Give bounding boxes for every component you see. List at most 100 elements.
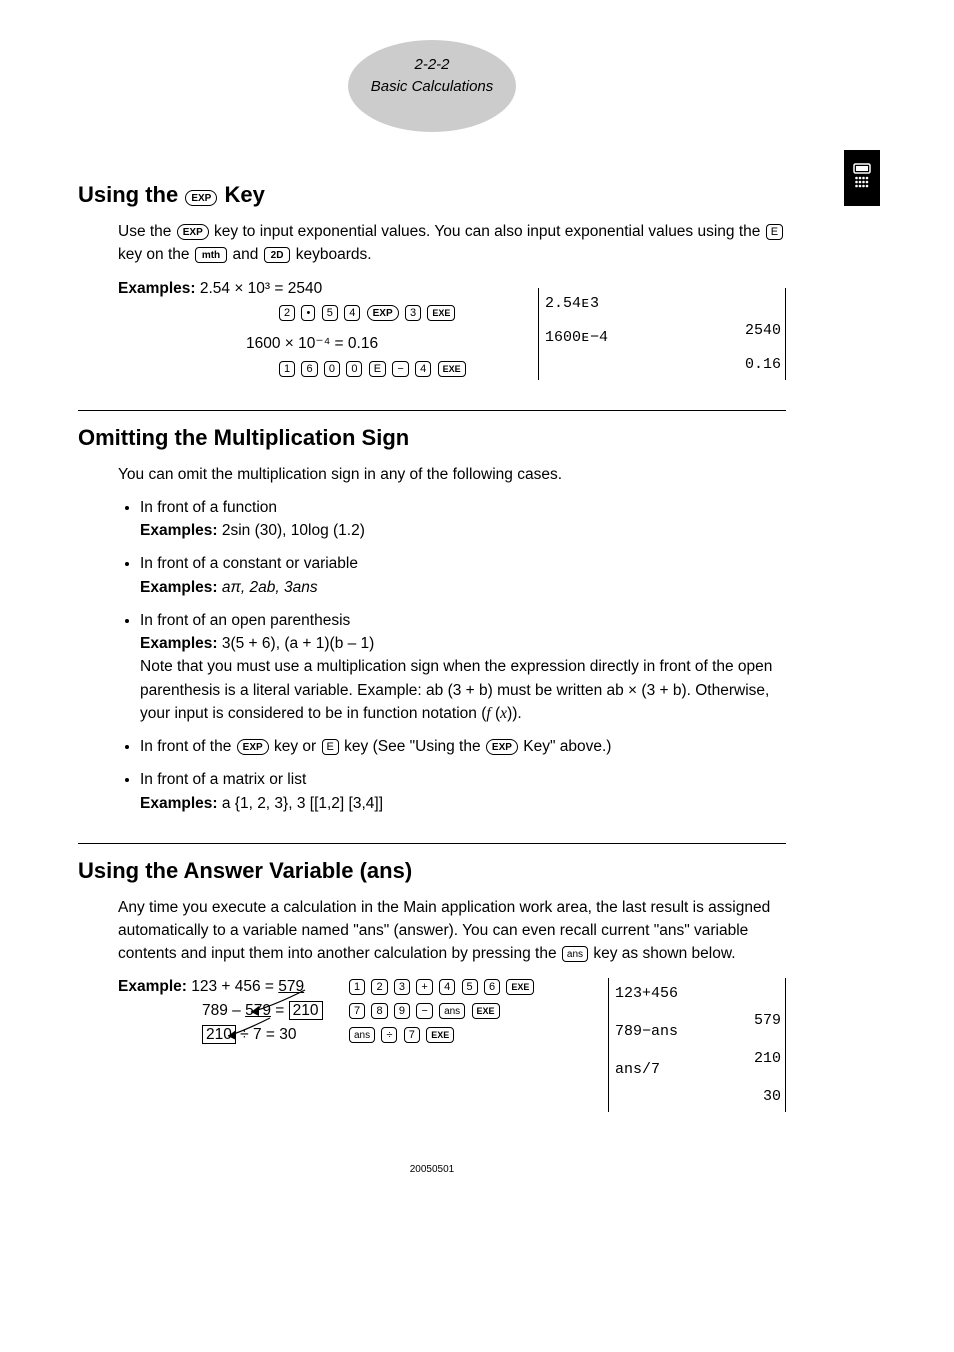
r2-keys: 7 8 9 − ans EXE: [348, 1002, 548, 1020]
b2-ex: aπ, 2ab, 3ans: [218, 579, 318, 596]
b4-d: Key" above.): [519, 738, 612, 755]
s3-ib: key as shown below.: [589, 945, 735, 962]
disp-r1: 2540: [745, 317, 781, 344]
key-1: 1: [279, 361, 295, 377]
key-6: 6: [301, 361, 317, 377]
section-name: Basic Calculations: [348, 76, 516, 98]
bullet-function: In front of a function Examples: 2sin (3…: [140, 496, 786, 543]
s3-calc-display: 123+456 579 789−ans 210 ans/7 30: [608, 978, 786, 1112]
b2-exl: Examples:: [140, 579, 218, 596]
key-5: 5: [462, 979, 478, 995]
exp-key-icon: EXP: [367, 305, 399, 321]
key-2: 2: [371, 979, 387, 995]
key-0: 0: [346, 361, 362, 377]
minus-key-icon: −: [416, 1003, 432, 1019]
r3-keys: ans ÷ 7 EXE: [348, 1026, 548, 1044]
header-bubble: 2-2-2 Basic Calculations: [348, 40, 516, 132]
twod-key-icon: 2D: [264, 247, 291, 263]
b3-ex: 3(5 + 6), (a + 1)(b – 1): [218, 635, 375, 652]
key-2: 2: [279, 305, 295, 321]
b3-note: Note that you must use a multiplication …: [140, 658, 772, 722]
key-4: 4: [344, 305, 360, 321]
s1-calc-display: 2.54ᴇ3 2540 1600ᴇ−4 0.16: [538, 288, 786, 380]
ans-key-icon: ans: [349, 1027, 375, 1043]
example-label: Example:: [118, 978, 187, 995]
d3-l2: 789−ans: [613, 1018, 678, 1045]
d3-r3: 30: [763, 1083, 781, 1110]
exp-key-icon: EXP: [185, 190, 217, 206]
exe-key-icon: EXE: [427, 305, 455, 321]
ans-key-icon: ans: [439, 1003, 465, 1019]
s1-ic: key on the: [118, 246, 194, 263]
mth-key-icon: mth: [195, 247, 227, 263]
b5-ex: a {1, 2, 3}, 3 [[1,2] [3,4]]: [218, 795, 383, 812]
r1-keys: 1 2 3 + 4 5 6 EXE: [348, 978, 548, 996]
key-4: 4: [415, 361, 431, 377]
d3-r2: 210: [754, 1045, 781, 1072]
key-7: 7: [404, 1027, 420, 1043]
r1-rhs: 579: [278, 978, 304, 995]
key-0: 0: [324, 361, 340, 377]
section1-intro: Use the EXP key to input exponential val…: [118, 220, 786, 267]
r3-b: ÷ 7 = 30: [236, 1026, 297, 1043]
exp-key-icon: EXP: [486, 739, 518, 755]
section1-title: Using the EXP Key: [78, 182, 786, 208]
disp-l2: 1600ᴇ−4: [543, 324, 608, 351]
s1-title-post: Key: [218, 182, 264, 207]
key-7: 7: [349, 1003, 365, 1019]
section2-intro: You can omit the multiplication sign in …: [118, 463, 786, 486]
exe-key-icon: EXE: [426, 1027, 454, 1043]
bullet-constant: In front of a constant or variable Examp…: [140, 552, 786, 599]
d3-r1: 579: [754, 1007, 781, 1034]
divider: [78, 410, 786, 411]
side-tab-icon: [844, 150, 880, 206]
disp-l1: 2.54ᴇ3: [543, 290, 599, 317]
e-key-icon: E: [766, 224, 783, 240]
page-ref: 2-2-2: [348, 54, 516, 76]
key-3: 3: [394, 979, 410, 995]
plus-key-icon: +: [416, 979, 432, 995]
d3-l3: ans/7: [613, 1056, 660, 1083]
s1-id: and: [228, 246, 262, 263]
key-4: 4: [439, 979, 455, 995]
ans-key-icon: ans: [562, 946, 588, 962]
b5-t: In front of a matrix or list: [140, 771, 306, 788]
footer-number: 20050501: [78, 1164, 786, 1175]
key-dot: •: [301, 305, 315, 321]
s1-ib: key to input exponential values. You can…: [210, 223, 765, 240]
b2-t: In front of a constant or variable: [140, 555, 358, 572]
r1-lhs: 123 + 456 =: [187, 978, 278, 995]
b3-t: In front of an open parenthesis: [140, 612, 350, 629]
r2-c: =: [271, 1002, 289, 1019]
disp-r2: 0.16: [745, 351, 781, 378]
s1-title-pre: Using the: [78, 182, 184, 207]
b4-b: key or: [270, 738, 321, 755]
section2-title: Omitting the Multiplication Sign: [78, 425, 786, 451]
examples-label: Examples:: [118, 280, 196, 297]
key-8: 8: [371, 1003, 387, 1019]
e-key-icon: E: [322, 739, 339, 755]
minus-key-icon: −: [392, 361, 408, 377]
exe-key-icon: EXE: [506, 979, 534, 995]
r2-b: 579: [245, 1002, 271, 1019]
bullet-paren: In front of an open parenthesis Examples…: [140, 609, 786, 725]
key-1: 1: [349, 979, 365, 995]
section3-intro: Any time you execute a calculation in th…: [118, 896, 786, 966]
b1-t: In front of a function: [140, 499, 277, 516]
exp-key-icon: EXP: [237, 739, 269, 755]
ex1-expr: 2.54 × 10³ = 2540: [196, 280, 323, 297]
e-key-icon: E: [369, 361, 386, 377]
section2-bullets: In front of a function Examples: 2sin (3…: [118, 496, 786, 815]
section3-title: Using the Answer Variable (ans): [78, 858, 786, 884]
exp-key-icon: EXP: [177, 224, 209, 240]
exe-key-icon: EXE: [438, 361, 466, 377]
b1-ex: 2sin (30), 10log (1.2): [218, 522, 365, 539]
bullet-exp-key: In front of the EXP key or E key (See "U…: [140, 735, 786, 758]
key-5: 5: [322, 305, 338, 321]
key-9: 9: [394, 1003, 410, 1019]
s1-ie: keyboards.: [291, 246, 371, 263]
bullet-matrix: In front of a matrix or list Examples: a…: [140, 768, 786, 815]
b4-a: In front of the: [140, 738, 236, 755]
b4-c: key (See "Using the: [340, 738, 485, 755]
d3-l1: 123+456: [613, 980, 678, 1007]
